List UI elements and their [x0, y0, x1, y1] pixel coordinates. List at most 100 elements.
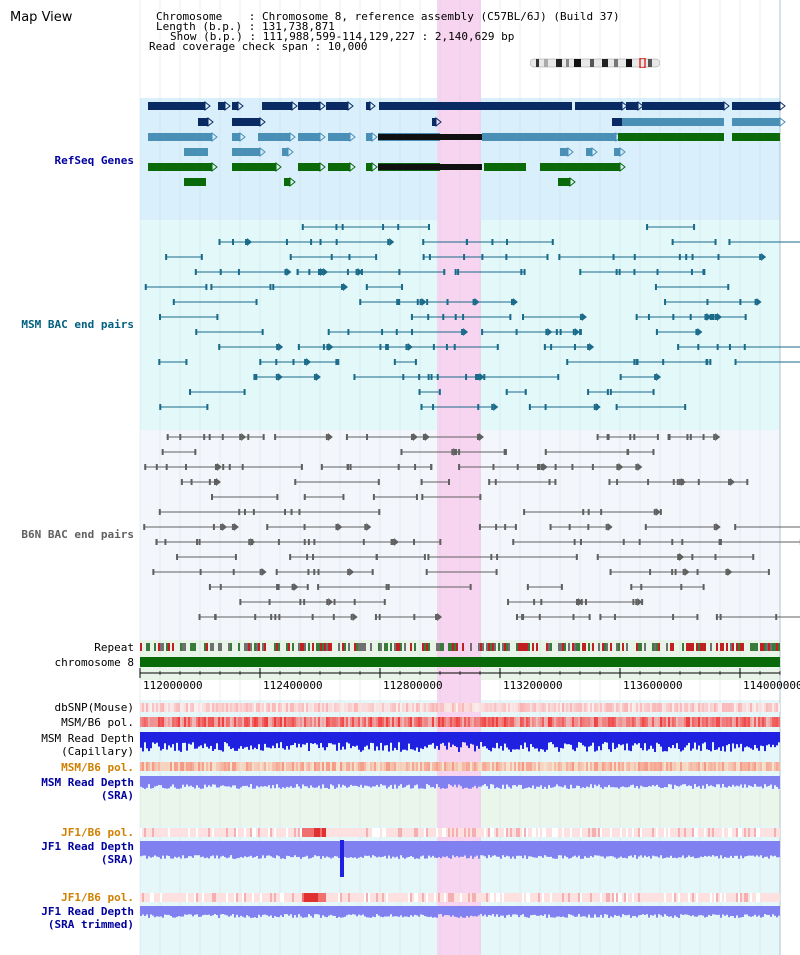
repeat-mark: [204, 643, 206, 651]
msm-pol-cell: [156, 717, 158, 727]
jf1-pol2-cell: [208, 893, 210, 902]
jf1-pol-cell: [716, 828, 718, 837]
dbsnp-cell: [770, 703, 772, 712]
jf1-pol-cell: [242, 828, 244, 837]
msm-cap-depth-bar: [768, 732, 770, 745]
jf1-pol2-cell: [406, 893, 408, 902]
jf1-depth-bar: [500, 841, 502, 859]
repeat-mark: [220, 643, 222, 651]
msm-pol-cell: [460, 717, 462, 727]
jf1-pol2-cell: [550, 893, 552, 902]
msm-pol2-cell: [706, 762, 708, 771]
jf1-depth-bar: [628, 841, 630, 857]
msm-pol-cell: [594, 717, 596, 727]
b6n-bac-pair-end: [549, 524, 552, 530]
msm-sra-depth-bar: [360, 776, 362, 785]
msm-pol2-cell: [246, 762, 248, 771]
jf1-pol2-cell: [606, 893, 608, 902]
jf1-depth-bar: [252, 841, 254, 858]
jf1-depth-bar: [180, 841, 182, 859]
jf1-depth-bar: [238, 841, 240, 858]
chromosome-ideogram[interactable]: [529, 53, 661, 69]
jf1-pol2-cell: [260, 893, 262, 902]
msm-pol2-cell: [674, 762, 676, 771]
jf1-trim-depth-bar: [384, 906, 386, 917]
dbsnp-cell: [518, 703, 520, 712]
gene-exon-navy: [148, 102, 205, 110]
msm-pol2-cell: [616, 762, 618, 771]
jf1-pol-cell: [260, 828, 262, 837]
msm-sra-depth-bar: [734, 776, 736, 787]
msm-cap-depth-bar: [406, 732, 408, 751]
msm-sra-depth-bar: [640, 776, 642, 786]
msm-cap-depth-bar: [378, 732, 380, 751]
msm-sra-depth-bar: [196, 776, 198, 786]
msm-pol-cell: [142, 717, 144, 727]
msm-pol-cell: [396, 717, 398, 727]
msm-cap-depth-bar: [650, 732, 652, 746]
jf1-depth-bar: [484, 841, 486, 857]
repeat-mark: [574, 643, 576, 651]
jf1-trim-depth-bar: [346, 906, 348, 916]
dbsnp-cell: [578, 703, 580, 712]
axis-tick-label: 113600000: [623, 679, 683, 692]
msm-pol2-cell: [286, 762, 288, 771]
b6n-bac-pair-end: [752, 554, 755, 560]
dbsnp-cell: [210, 703, 212, 712]
jf1-trim-depth-bar: [528, 906, 530, 918]
jf1-pol-cell: [460, 828, 462, 837]
jf1-depth-bar: [362, 841, 364, 858]
jf1-depth-bar: [216, 841, 218, 856]
jf1-trim-depth-bar: [518, 906, 520, 918]
dbsnp-cell: [436, 703, 438, 712]
msm-sra-depth-bar: [210, 776, 212, 787]
msm-sra-depth-bar: [262, 776, 264, 787]
jf1-pol-cell: [442, 828, 444, 837]
jf1-depth-bar: [752, 841, 754, 856]
msm-cap-depth-bar: [274, 732, 276, 749]
msm-sra-depth-bar: [426, 776, 428, 785]
msm-bac-pair-end: [418, 374, 421, 380]
msm-bac-pair-end: [685, 254, 688, 260]
jf1-trim-depth-bar: [490, 906, 492, 916]
msm-cap-depth-bar: [444, 732, 446, 746]
msm-pol2-cell: [486, 762, 488, 771]
jf1-pol2-cell: [276, 893, 278, 902]
jf1-trim-depth-bar: [632, 906, 634, 917]
msm-cap-depth-bar: [620, 732, 622, 746]
jf1-pol-cell: [654, 828, 656, 837]
msm-pol2-cell: [420, 762, 422, 771]
jf1-depth-bar: [734, 841, 736, 856]
jf1-pol-cell: [484, 828, 486, 837]
jf1-pol2-cell: [424, 893, 426, 902]
jf1-pol-cell: [520, 828, 522, 837]
jf1-pol-cell: [614, 828, 616, 837]
jf1-pol-cell: [652, 828, 654, 837]
b6n-bac-pair-end: [659, 509, 662, 515]
jf1-depth-bar: [310, 841, 312, 859]
dbsnp-cell: [644, 703, 646, 712]
jf1-depth-bar: [414, 841, 416, 859]
jf1-trim-depth-bar: [218, 906, 220, 918]
msm-cap-depth-bar: [510, 732, 512, 752]
jf1-pol-cell: [530, 828, 532, 837]
jf1-pol-cell: [680, 828, 682, 837]
jf1-pol2-cell: [538, 893, 540, 902]
msm-pol2-cell: [218, 762, 220, 771]
jf1-pol2-cell: [294, 893, 296, 902]
msm-pol-cell: [582, 717, 584, 727]
jf1-trim-depth-bar: [706, 906, 708, 917]
jf1-trim-depth-bar: [726, 906, 728, 915]
msm-sra-depth-bar: [470, 776, 472, 789]
msm-cap-depth-bar: [680, 732, 682, 752]
msm-pol2-cell: [764, 762, 766, 771]
jf1-trim-depth-bar: [424, 906, 426, 917]
msm-cap-depth-bar: [542, 732, 544, 750]
track-label-jf1-pol: JF1/B6 pol.: [61, 826, 134, 839]
msm-pol-cell: [762, 717, 764, 727]
msm-pol2-cell: [242, 762, 244, 771]
msm-pol2-cell: [444, 762, 446, 771]
msm-bac-pair-end: [321, 269, 324, 275]
msm-bac-pair-end: [304, 359, 307, 365]
